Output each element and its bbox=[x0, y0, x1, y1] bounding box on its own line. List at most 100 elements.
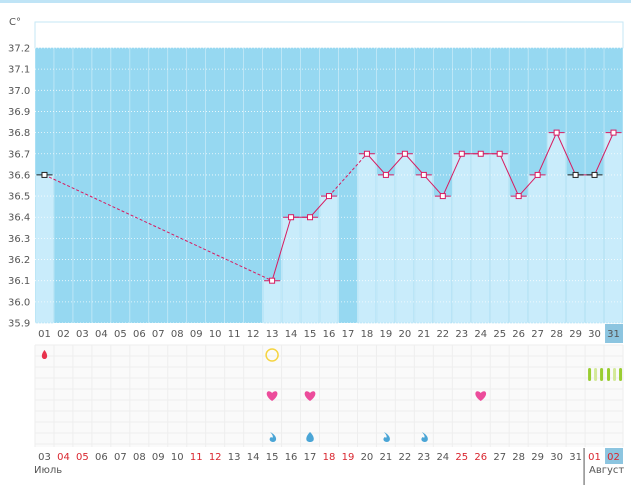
date-label: 16 bbox=[285, 452, 298, 463]
y-tick-label: 37.2 bbox=[8, 44, 30, 55]
symptom-markers bbox=[34, 344, 624, 447]
y-tick-label: 36.3 bbox=[8, 234, 30, 245]
temperature-line bbox=[44, 132, 614, 282]
date-label: 21 bbox=[380, 452, 393, 463]
cycle-day-label: 26 bbox=[512, 329, 525, 340]
line-segment bbox=[594, 132, 614, 176]
date-label: 15 bbox=[266, 452, 279, 463]
cycle-day-label: 11 bbox=[228, 329, 241, 340]
cycle-day-label: 22 bbox=[436, 329, 449, 340]
date-label: 22 bbox=[399, 452, 412, 463]
y-tick-label: 35.9 bbox=[8, 319, 30, 330]
cycle-day-label: 27 bbox=[531, 329, 544, 340]
date-label: 30 bbox=[550, 452, 563, 463]
cycle-day-label: 02 bbox=[57, 329, 70, 340]
dashed-connector bbox=[328, 153, 368, 197]
date-label: 11 bbox=[190, 452, 203, 463]
cycle-day-label: 08 bbox=[171, 329, 184, 340]
highlight-cell-date bbox=[605, 448, 623, 464]
highlight-cell-top bbox=[605, 324, 623, 343]
date-label: 05 bbox=[76, 452, 89, 463]
month-label-august: Август bbox=[589, 465, 625, 476]
y-tick-label: 36.0 bbox=[8, 297, 30, 308]
temperature-point-day-28 bbox=[553, 129, 560, 136]
y-tick-label: 36.1 bbox=[8, 276, 30, 287]
month-label-july: Июль bbox=[34, 465, 63, 476]
line-segment bbox=[518, 174, 539, 197]
pill-icon bbox=[619, 368, 623, 381]
temperature-bar-day-31 bbox=[604, 132, 623, 324]
date-label: 02 bbox=[607, 452, 620, 463]
temperature-point-day-24 bbox=[477, 150, 484, 157]
temperature-bar-day-19 bbox=[376, 174, 396, 324]
cycle-day-label: 06 bbox=[133, 329, 146, 340]
date-label: 26 bbox=[474, 452, 487, 463]
date-label: 04 bbox=[57, 452, 70, 463]
dashed-connector bbox=[44, 174, 273, 282]
temperature-bar-day-14 bbox=[281, 216, 301, 324]
cycle-day-label: 05 bbox=[114, 329, 127, 340]
temperature-point-day-25 bbox=[496, 150, 503, 157]
temperature-point-day-22 bbox=[439, 193, 446, 200]
cycle-day-label: 16 bbox=[323, 329, 336, 340]
line-segment bbox=[385, 153, 406, 176]
temperature-bar-day-15 bbox=[300, 216, 320, 324]
date-label: 01 bbox=[588, 452, 601, 463]
pill-icon bbox=[600, 368, 604, 381]
temperature-bar-day-27 bbox=[528, 174, 547, 324]
temperature-point-day-31 bbox=[610, 129, 617, 136]
cycle-day-label: 19 bbox=[380, 329, 393, 340]
temperature-point-day-26 bbox=[515, 193, 522, 200]
ovulation-circle-icon bbox=[265, 348, 279, 362]
date-label: 20 bbox=[361, 452, 374, 463]
cycle-day-label: 03 bbox=[76, 329, 89, 340]
cycle-day-label: 10 bbox=[209, 329, 222, 340]
temperature-point-day-23 bbox=[458, 150, 465, 157]
temperature-point-day-15 bbox=[307, 214, 314, 221]
date-label: 12 bbox=[209, 452, 222, 463]
cycle-day-label: 31 bbox=[607, 329, 620, 340]
temperature-point-day-01 bbox=[41, 171, 48, 178]
symptom-grid-background bbox=[35, 345, 623, 447]
cycle-day-label: 13 bbox=[266, 329, 279, 340]
pill-icon bbox=[607, 368, 611, 381]
cycle-day-label: 15 bbox=[304, 329, 317, 340]
date-label: 06 bbox=[95, 452, 108, 463]
y-tick-label: 36.8 bbox=[8, 128, 30, 139]
y-tick-label: 36.2 bbox=[8, 255, 30, 266]
cycle-day-label: 07 bbox=[152, 329, 165, 340]
pill-icon bbox=[613, 368, 617, 381]
line-segment bbox=[556, 132, 577, 176]
temperature-bar-day-24 bbox=[471, 153, 490, 324]
discharge-full-drop-icon bbox=[306, 432, 314, 442]
y-tick-label: 37.1 bbox=[8, 65, 30, 76]
date-label: 19 bbox=[342, 452, 355, 463]
date-label: 27 bbox=[493, 452, 506, 463]
y-tick-label: 36.5 bbox=[8, 192, 30, 203]
line-segment bbox=[309, 195, 330, 218]
temperature-bar-day-30 bbox=[585, 174, 604, 324]
line-segment bbox=[366, 153, 387, 176]
cycle-day-label: 30 bbox=[588, 329, 601, 340]
temperature-point-day-16 bbox=[326, 193, 332, 200]
line-segment bbox=[499, 153, 520, 197]
date-label: 07 bbox=[114, 452, 127, 463]
temperature-point-day-19 bbox=[382, 171, 389, 178]
temperature-point-day-14 bbox=[288, 214, 295, 221]
date-label: 24 bbox=[436, 452, 449, 463]
temperature-bar-day-28 bbox=[547, 132, 566, 324]
temperature-bar-day-29 bbox=[566, 174, 585, 324]
y-tick-label: 36.9 bbox=[8, 107, 30, 118]
date-label: 17 bbox=[304, 452, 317, 463]
date-label: 25 bbox=[455, 452, 468, 463]
cycle-day-label: 20 bbox=[399, 329, 412, 340]
discharge-drop-icon bbox=[269, 432, 277, 442]
y-tick-label: 36.4 bbox=[8, 213, 30, 224]
temperature-bar-day-18 bbox=[357, 153, 377, 324]
cycle-day-label: 17 bbox=[342, 329, 355, 340]
y-tick-label: 36.7 bbox=[8, 149, 30, 160]
date-label: 08 bbox=[133, 452, 146, 463]
temperature-point-day-13 bbox=[269, 277, 276, 284]
temperature-bar-day-01 bbox=[35, 174, 54, 324]
date-label: 03 bbox=[38, 452, 51, 463]
